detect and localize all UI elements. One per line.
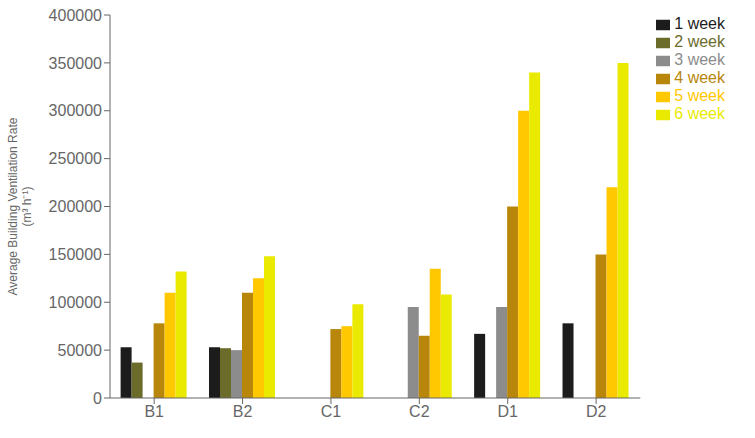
svg-text:250000: 250000	[49, 150, 102, 167]
svg-text:200000: 200000	[49, 198, 102, 215]
svg-text:50000: 50000	[58, 342, 103, 359]
svg-text:350000: 350000	[49, 55, 102, 72]
svg-text:150000: 150000	[49, 246, 102, 263]
svg-text:Average Building Ventilation R: Average Building Ventilation Rate(m³ h⁻¹…	[8, 117, 34, 295]
svg-text:B1: B1	[144, 403, 164, 420]
svg-text:D2: D2	[586, 403, 607, 420]
svg-text:C2: C2	[409, 403, 430, 420]
svg-text:400000: 400000	[49, 7, 102, 24]
html-text:4 week: 4 week	[674, 69, 725, 86]
html-text:1 week: 1 week	[674, 15, 725, 32]
svg-text:D1: D1	[497, 403, 518, 420]
svg-text:100000: 100000	[49, 294, 102, 311]
html-text:3 week: 3 week	[674, 51, 725, 68]
svg-text:300000: 300000	[49, 102, 102, 119]
svg-text:B2: B2	[233, 403, 253, 420]
html-text:2 week: 2 week	[674, 33, 725, 50]
svg-text:C1: C1	[321, 403, 342, 420]
svg-text:0: 0	[93, 390, 102, 407]
html-text:5 week: 5 week	[674, 87, 725, 104]
html-text:6 week: 6 week	[674, 105, 725, 122]
